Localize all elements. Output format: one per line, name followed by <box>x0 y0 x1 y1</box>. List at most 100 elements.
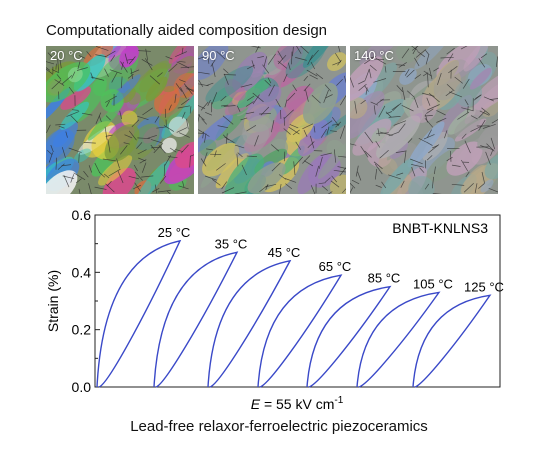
polarization-arrow <box>257 56 264 59</box>
polarization-arrow <box>377 128 380 136</box>
polarization-arrow <box>339 125 346 139</box>
polarization-arrow <box>62 175 75 180</box>
polarization-arrow <box>236 153 239 167</box>
polarization-arrow <box>418 137 427 143</box>
domain-blob <box>245 86 282 122</box>
polarization-arrow <box>154 116 160 123</box>
polarization-arrow <box>391 103 402 111</box>
polarization-arrow <box>163 164 166 177</box>
polarization-arrow <box>265 183 277 188</box>
polarization-arrow <box>263 56 268 67</box>
polarization-arrow <box>59 58 62 69</box>
polarization-arrow <box>182 181 185 188</box>
polarization-arrow <box>481 107 491 115</box>
polarization-arrow <box>332 61 342 66</box>
polarization-arrow <box>284 178 297 183</box>
polarization-arrow <box>284 99 288 108</box>
polarization-arrow <box>306 69 318 77</box>
domain-blob <box>168 46 188 64</box>
polarization-arrow <box>426 141 433 146</box>
polarization-arrow <box>50 144 54 153</box>
polarization-arrow <box>470 115 478 120</box>
domain-blob <box>324 109 346 136</box>
polarization-arrow <box>169 147 177 153</box>
polarization-arrow <box>330 130 337 132</box>
polarization-arrow <box>138 157 146 162</box>
domain-blob <box>205 65 254 103</box>
polarization-arrow <box>61 147 66 159</box>
polarization-arrow <box>295 141 302 150</box>
domain-blob <box>59 101 90 130</box>
polarization-arrow <box>411 166 416 177</box>
polarization-arrow <box>141 175 154 178</box>
polarization-arrow <box>175 83 183 92</box>
polarization-arrow <box>436 117 447 123</box>
polarization-arrow <box>210 59 216 67</box>
domain-blob <box>234 123 270 159</box>
y-axis-label: Strain (%) <box>45 270 61 332</box>
polarization-arrow <box>198 56 204 60</box>
polarization-arrow <box>267 77 272 84</box>
polarization-arrow <box>388 132 399 137</box>
domain-blob <box>378 156 398 176</box>
polarization-arrow <box>411 46 418 51</box>
polarization-arrow <box>240 117 248 121</box>
polarization-arrow <box>448 66 458 74</box>
polarization-arrow <box>271 162 281 172</box>
polarization-arrow <box>428 67 433 80</box>
polarization-arrow <box>225 133 228 144</box>
polarization-arrow <box>211 179 221 186</box>
polarization-arrow <box>428 93 440 103</box>
domain-blob <box>285 46 327 79</box>
polarization-arrow <box>181 47 184 54</box>
polarization-arrow <box>423 70 432 77</box>
polarization-arrow <box>168 104 172 111</box>
polarization-arrow <box>470 125 483 132</box>
polarization-arrow <box>186 118 189 130</box>
domain-blob <box>473 72 498 110</box>
polarization-arrow <box>401 104 414 112</box>
polarization-arrow <box>283 109 294 119</box>
figure-title: Computationally aided composition design <box>46 22 328 39</box>
polarization-arrow <box>296 46 302 54</box>
domain-blob <box>175 141 194 169</box>
polarization-arrow <box>446 47 455 55</box>
polarization-arrow <box>240 83 253 88</box>
domain-blob <box>171 46 194 74</box>
polarization-arrow <box>302 155 311 164</box>
polarization-arrow <box>128 175 140 180</box>
polarization-arrow <box>183 83 193 95</box>
polarization-arrow <box>451 183 465 186</box>
polarization-arrow <box>58 125 65 129</box>
polarization-arrow <box>236 105 241 113</box>
polarization-arrow <box>398 123 406 133</box>
polarization-arrow <box>300 46 309 54</box>
polarization-arrow <box>55 157 57 170</box>
polarization-arrow <box>147 134 158 139</box>
polarization-arrow <box>211 63 216 77</box>
polarization-arrow <box>325 177 331 183</box>
polarization-arrow <box>424 117 434 128</box>
domain-blob <box>329 174 346 194</box>
polarization-arrow <box>374 163 383 175</box>
polarization-arrow <box>426 108 434 114</box>
polarization-arrow <box>303 160 314 167</box>
polarization-arrow <box>95 54 106 57</box>
polarization-arrow <box>105 115 111 121</box>
domain-blob <box>302 82 338 125</box>
polarization-arrow <box>71 71 76 79</box>
polarization-arrow <box>446 83 455 92</box>
domain-blob <box>98 155 133 186</box>
polarization-arrow <box>376 98 384 105</box>
polarization-arrow <box>481 171 485 184</box>
polarization-arrow <box>364 85 369 92</box>
polarization-arrow <box>293 161 296 176</box>
polarization-arrow <box>88 165 93 173</box>
polarization-arrow <box>70 115 78 123</box>
curve-temperature-label: 25 °C <box>158 225 191 240</box>
polarization-arrow <box>424 183 430 190</box>
polarization-arrow <box>277 60 288 69</box>
polarization-arrow <box>406 90 415 98</box>
polarization-arrow <box>385 111 392 118</box>
polarization-arrow <box>127 73 134 79</box>
